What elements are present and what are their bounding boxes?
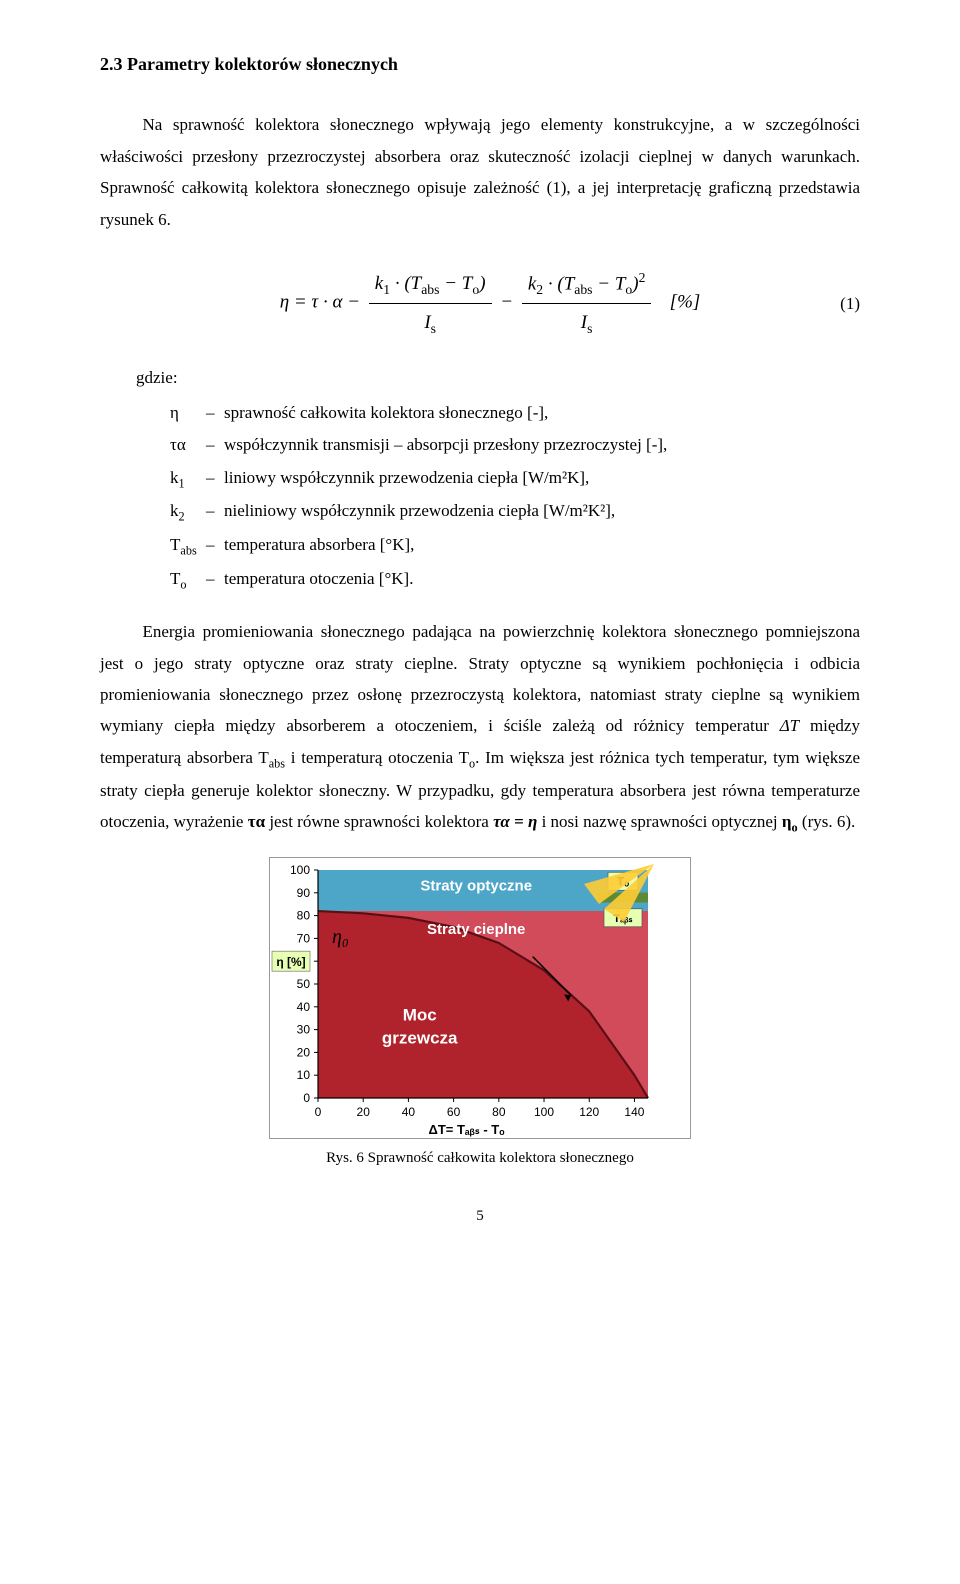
svg-text:80: 80 — [492, 1105, 506, 1119]
svg-text:0: 0 — [315, 1105, 322, 1119]
equation-percent: [%] — [670, 292, 701, 313]
svg-text:ΔT= Tₐᵦₛ - Tₒ: ΔT= Tₐᵦₛ - Tₒ — [428, 1122, 505, 1137]
svg-text:η [%]: η [%] — [276, 956, 305, 970]
svg-text:Straty cieplne: Straty cieplne — [427, 921, 525, 938]
figure-6: 0102030405060708090100020406080100120140… — [100, 857, 860, 1173]
def-eta: η–sprawność całkowita kolektora słoneczn… — [170, 397, 860, 429]
def-k2: k2–nieliniowy współczynnik przewodzenia … — [170, 495, 860, 529]
equation-number: (1) — [820, 288, 860, 319]
svg-text:40: 40 — [402, 1105, 416, 1119]
definition-list: η–sprawność całkowita kolektora słoneczn… — [170, 397, 860, 596]
def-tabs: Tabs–temperatura absorbera [°K], — [170, 529, 860, 563]
paragraph-2: Energia promieniowania słonecznego padaj… — [100, 616, 860, 839]
svg-text:100: 100 — [534, 1105, 554, 1119]
svg-text:30: 30 — [297, 1023, 311, 1037]
svg-text:60: 60 — [447, 1105, 461, 1119]
efficiency-chart: 0102030405060708090100020406080100120140… — [269, 857, 691, 1139]
svg-text:Straty optyczne: Straty optyczne — [420, 878, 532, 895]
def-k1: k1–liniowy współczynnik przewodzenia cie… — [170, 462, 860, 496]
svg-text:90: 90 — [297, 886, 311, 900]
svg-text:140: 140 — [624, 1105, 644, 1119]
def-to: To–temperatura otoczenia [°K]. — [170, 563, 860, 597]
document-page: 2.3 Parametry kolektorów słonecznych Na … — [0, 0, 960, 1271]
svg-text:0: 0 — [303, 1091, 310, 1105]
svg-text:η₀: η₀ — [332, 926, 349, 948]
page-number: 5 — [100, 1203, 860, 1231]
figure-caption: Rys. 6 Sprawność całkowita kolektora sło… — [326, 1145, 634, 1173]
svg-text:100: 100 — [290, 863, 310, 877]
svg-text:50: 50 — [297, 977, 311, 991]
svg-text:Moc: Moc — [403, 1006, 437, 1025]
svg-text:70: 70 — [297, 932, 311, 946]
section-heading: 2.3 Parametry kolektorów słonecznych — [100, 48, 860, 81]
where-label: gdzie: — [136, 362, 860, 393]
def-ta: τα–współczynnik transmisji – absorpcji p… — [170, 429, 860, 461]
svg-text:40: 40 — [297, 1000, 311, 1014]
svg-text:grzewcza: grzewcza — [382, 1029, 458, 1048]
svg-text:80: 80 — [297, 909, 311, 923]
svg-text:10: 10 — [297, 1069, 311, 1083]
svg-text:20: 20 — [357, 1105, 371, 1119]
svg-text:20: 20 — [297, 1046, 311, 1060]
equation-block: η = τ · α − k1 · (Tabs − To) Is − k2 · (… — [100, 265, 860, 342]
paragraph-1: Na sprawność kolektora słonecznego wpływ… — [100, 109, 860, 235]
svg-text:120: 120 — [579, 1105, 599, 1119]
equation-1: η = τ · α − k1 · (Tabs − To) Is − k2 · (… — [100, 265, 820, 342]
